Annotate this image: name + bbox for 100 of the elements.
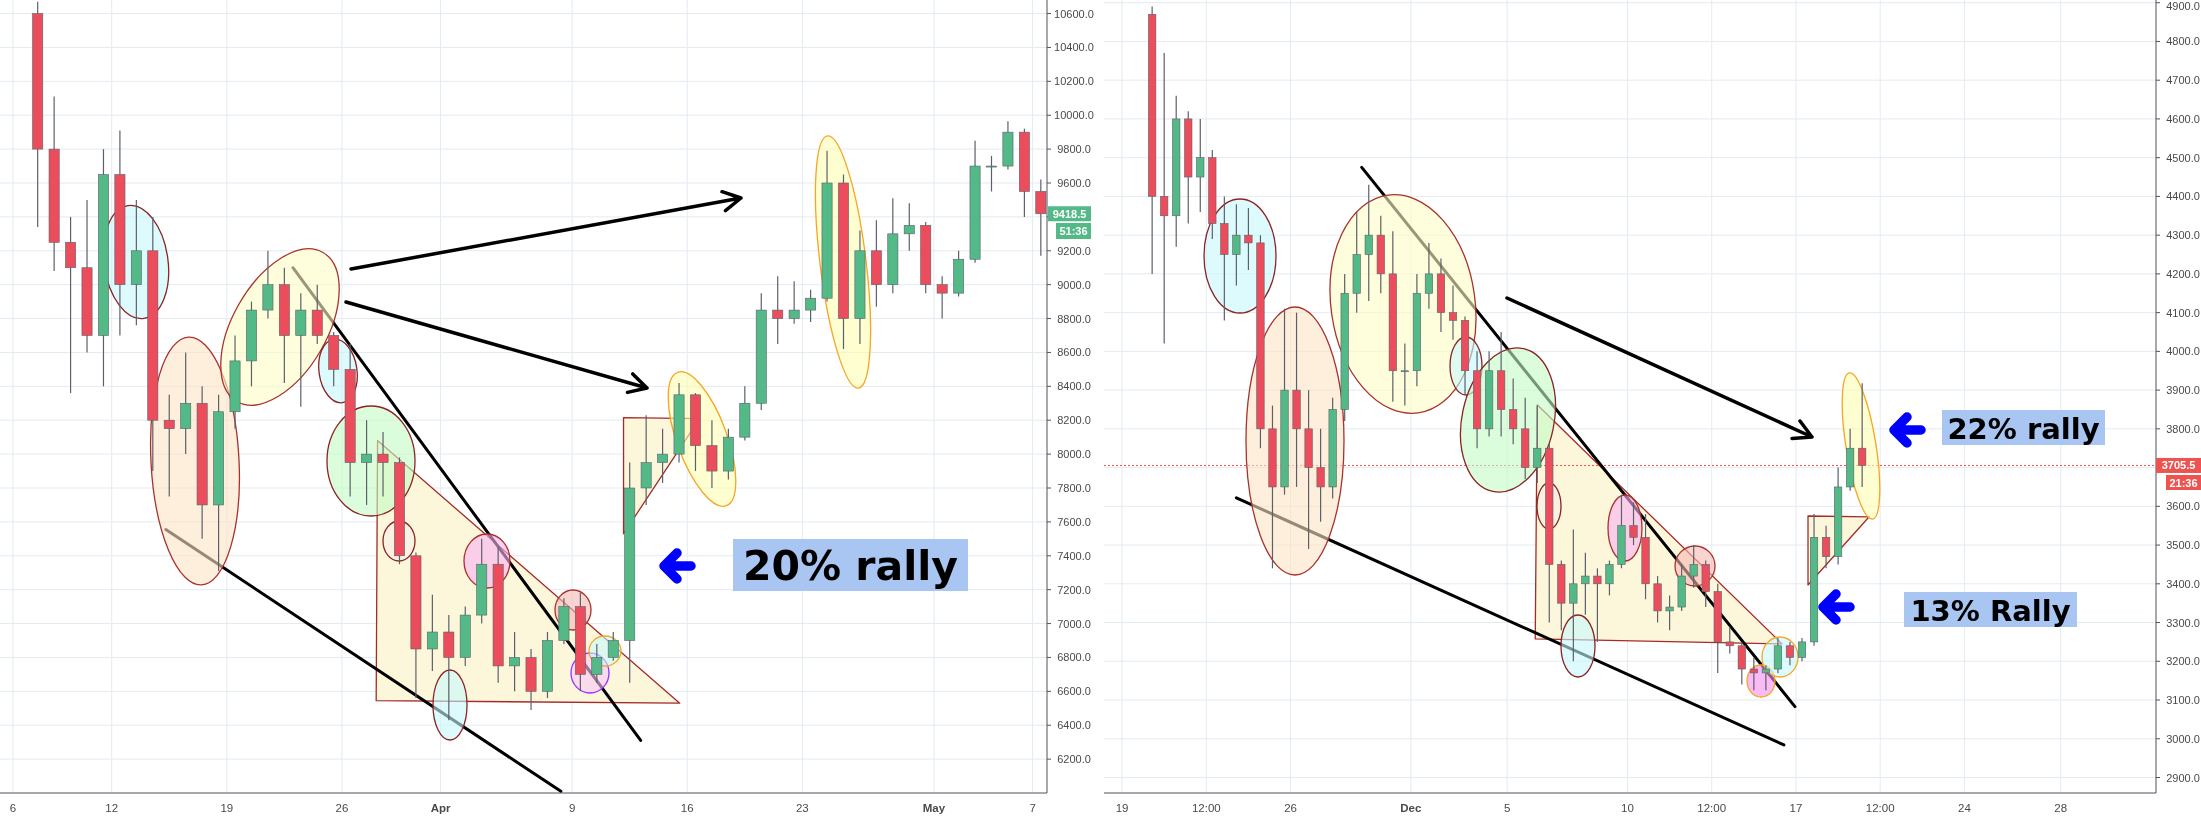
x-tick-label: 7 bbox=[1029, 802, 1036, 814]
y-tick-label: 6400.0 bbox=[1057, 719, 1091, 732]
candlestick bbox=[607, 631, 619, 662]
y-tick-label: 2900.0 bbox=[2166, 771, 2200, 784]
y-tick-label: 3200.0 bbox=[2166, 655, 2200, 668]
y-tick-label: 8200.0 bbox=[1057, 414, 1091, 427]
candlestick bbox=[591, 643, 603, 684]
candlestick bbox=[509, 631, 520, 692]
x-tick-label: 24 bbox=[1958, 802, 1972, 814]
candlestick bbox=[1605, 559, 1614, 597]
y-tick-label: 7800.0 bbox=[1057, 482, 1091, 494]
y-tick-label: 3100.0 bbox=[2166, 694, 2200, 707]
x-tick-label: 12:00 bbox=[1865, 802, 1895, 814]
candlestick bbox=[1509, 377, 1518, 445]
y-tick-label: 7600.0 bbox=[1057, 515, 1091, 528]
candlestick bbox=[1785, 641, 1794, 666]
y-tick-label: 4200.0 bbox=[2166, 267, 2200, 280]
candlestick bbox=[163, 394, 175, 498]
x-tick-label: 5 bbox=[1503, 802, 1511, 814]
x-tick-label: 12:00 bbox=[1191, 802, 1221, 814]
y-tick-label: 6200.0 bbox=[1057, 753, 1091, 766]
candlestick bbox=[1244, 207, 1253, 271]
y-tick-label: 8400.0 bbox=[1057, 380, 1091, 393]
x-tick-label: 26 bbox=[335, 802, 349, 814]
x-tick-label: 12 bbox=[105, 802, 119, 814]
x-tick-label: 16 bbox=[680, 802, 694, 814]
y-tick-label: 4700.0 bbox=[2166, 74, 2200, 87]
y-tick-label: 3500.0 bbox=[2166, 539, 2200, 552]
y-tick-label: 4800.0 bbox=[2166, 35, 2200, 48]
candlestick bbox=[788, 280, 800, 325]
x-tick-label: 19 bbox=[1115, 802, 1129, 814]
x-tick-label: 12:00 bbox=[1697, 802, 1727, 814]
candlestick bbox=[936, 275, 948, 320]
y-tick-label: 10000.0 bbox=[1054, 109, 1094, 122]
candlestick bbox=[1448, 284, 1458, 341]
x-tick-label: Dec bbox=[1400, 802, 1423, 814]
y-tick-label: 6600.0 bbox=[1057, 685, 1091, 698]
y-tick-label: 4400.0 bbox=[2166, 190, 2200, 203]
y-tick-label: 9200.0 bbox=[1057, 244, 1091, 257]
x-tick-label: 17 bbox=[1789, 802, 1803, 814]
candlestick bbox=[903, 202, 915, 252]
y-tick-label: 9800.0 bbox=[1057, 143, 1091, 156]
y-tick-label: 8600.0 bbox=[1057, 346, 1091, 359]
candlestick bbox=[1822, 525, 1831, 569]
candlestick bbox=[377, 431, 389, 498]
y-tick-label: 7000.0 bbox=[1057, 617, 1091, 630]
y-tick-label: 7400.0 bbox=[1057, 549, 1091, 562]
y-tick-label: 4300.0 bbox=[2166, 229, 2200, 242]
candlestick bbox=[1196, 118, 1205, 213]
candlestick bbox=[986, 155, 997, 193]
candlestick bbox=[1761, 664, 1770, 691]
candlestick bbox=[657, 428, 668, 484]
candlestick bbox=[1665, 594, 1674, 631]
candlestick bbox=[1737, 641, 1746, 686]
x-tick-label: 23 bbox=[795, 802, 809, 814]
candlestick bbox=[1581, 552, 1590, 616]
candlestick bbox=[426, 594, 438, 672]
candlestick bbox=[1424, 242, 1433, 310]
candlestick bbox=[1725, 625, 1734, 655]
y-tick-label: 4900.0 bbox=[2166, 0, 2200, 12]
y-tick-label: 9000.0 bbox=[1057, 278, 1091, 291]
y-tick-label: 3900.0 bbox=[2166, 384, 2200, 397]
y-tick-label: 10400.0 bbox=[1054, 41, 1094, 54]
ref-line-label: 3705.5 bbox=[2161, 459, 2196, 472]
y-tick-label: 4000.0 bbox=[2166, 345, 2200, 358]
candlestick bbox=[1689, 544, 1698, 589]
y-tick-label: 9600.0 bbox=[1057, 177, 1091, 189]
candlestick bbox=[1797, 637, 1807, 662]
x-tick-label: May bbox=[922, 802, 946, 814]
x-tick-label: 19 bbox=[220, 802, 234, 814]
candlestick bbox=[1160, 52, 1169, 345]
y-tick-label: 4100.0 bbox=[2166, 306, 2200, 319]
candlestick bbox=[1533, 405, 1542, 484]
candlestick bbox=[1569, 528, 1578, 662]
candlestick bbox=[1232, 203, 1241, 287]
x-tick-label: 6 bbox=[9, 802, 17, 814]
candlestick bbox=[1593, 567, 1602, 643]
y-tick-label: 7200.0 bbox=[1057, 583, 1091, 596]
x-tick-label: 10 bbox=[1621, 802, 1634, 814]
y-tick-label: 4500.0 bbox=[2166, 151, 2200, 164]
y-tick-label: 10200.0 bbox=[1054, 75, 1094, 88]
candlestick bbox=[1773, 637, 1782, 674]
y-tick-label: 3300.0 bbox=[2166, 616, 2200, 629]
x-tick-label: 26 bbox=[1284, 802, 1297, 814]
y-tick-label: 10600.0 bbox=[1054, 7, 1094, 20]
candlestick bbox=[805, 289, 816, 323]
x-tick-label: 28 bbox=[2054, 802, 2068, 814]
y-tick-label: 8800.0 bbox=[1057, 312, 1091, 325]
y-tick-label: 6800.0 bbox=[1057, 651, 1091, 664]
annotation: 9418.5 bbox=[1052, 207, 1087, 220]
x-tick-label: 9 bbox=[568, 802, 576, 814]
candlestick bbox=[1400, 343, 1409, 407]
y-tick-label: 3400.0 bbox=[2166, 577, 2200, 590]
y-tick-label: 4600.0 bbox=[2166, 112, 2200, 125]
y-tick-label: 3600.0 bbox=[2166, 500, 2200, 513]
y-tick-label: 3800.0 bbox=[2166, 422, 2200, 435]
candlestick bbox=[1749, 656, 1758, 691]
candlestick bbox=[1629, 501, 1638, 546]
y-tick-label: 3000.0 bbox=[2166, 732, 2200, 745]
candlestick bbox=[772, 275, 784, 345]
